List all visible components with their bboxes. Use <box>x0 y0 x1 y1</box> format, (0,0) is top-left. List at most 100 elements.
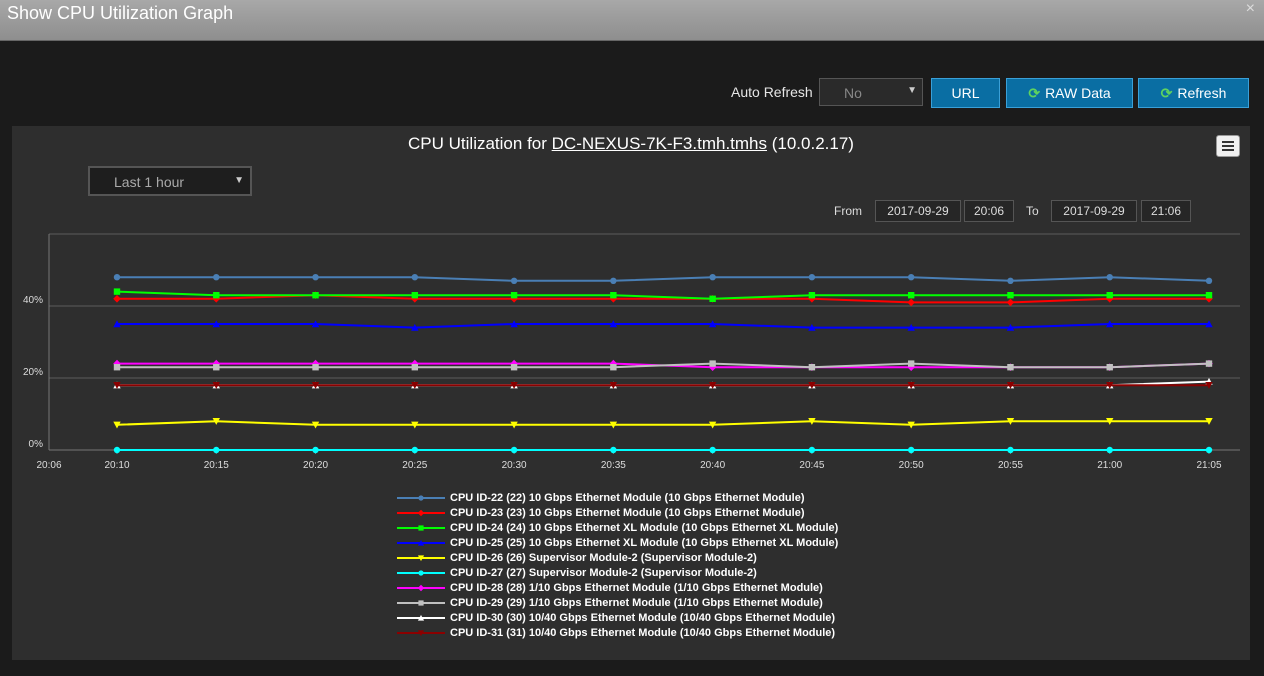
data-point[interactable] <box>610 277 617 284</box>
data-point[interactable] <box>417 539 425 546</box>
legend-item[interactable]: CPU ID-28 (28) 1/10 Gbps Ethernet Module… <box>396 580 838 595</box>
legend-item[interactable]: CPU ID-22 (22) 10 Gbps Ethernet Module (… <box>396 490 838 505</box>
data-point[interactable] <box>1106 418 1114 425</box>
data-point[interactable] <box>113 288 121 295</box>
data-point[interactable] <box>610 446 617 454</box>
auto-refresh-select[interactable]: No ▼ <box>819 78 923 106</box>
data-point[interactable] <box>907 421 915 429</box>
data-point[interactable] <box>808 274 816 281</box>
data-point[interactable] <box>808 418 816 425</box>
data-point[interactable] <box>510 421 518 429</box>
data-point[interactable] <box>709 360 716 367</box>
data-point[interactable] <box>411 364 419 371</box>
data-point[interactable] <box>708 363 717 371</box>
data-point[interactable] <box>1205 277 1213 284</box>
data-point[interactable] <box>113 274 121 281</box>
data-point[interactable] <box>418 569 424 576</box>
data-point[interactable] <box>808 446 816 454</box>
url-button[interactable]: URL <box>931 78 1000 108</box>
data-point[interactable] <box>213 274 220 281</box>
data-point[interactable] <box>212 418 220 425</box>
legend-item[interactable]: CPU ID-24 (24) 10 Gbps Ethernet XL Modul… <box>396 520 838 535</box>
data-point[interactable] <box>417 509 425 516</box>
data-point[interactable] <box>1106 274 1113 281</box>
data-point[interactable] <box>510 292 518 299</box>
data-point[interactable] <box>417 584 425 591</box>
data-point[interactable] <box>1007 277 1014 284</box>
data-point[interactable] <box>709 446 716 454</box>
data-point[interactable] <box>411 295 419 303</box>
data-point[interactable] <box>411 446 419 454</box>
data-point[interactable] <box>213 446 220 454</box>
data-point[interactable] <box>510 320 518 328</box>
data-point[interactable] <box>113 295 121 303</box>
to-time-input[interactable]: 21:06 <box>1141 200 1191 222</box>
data-point[interactable] <box>907 274 915 281</box>
data-point[interactable] <box>1106 446 1113 454</box>
data-point[interactable] <box>907 298 915 307</box>
data-point[interactable] <box>113 364 121 371</box>
data-point[interactable] <box>510 382 518 389</box>
data-point[interactable] <box>417 614 425 621</box>
data-point[interactable] <box>1006 323 1015 331</box>
data-point[interactable] <box>312 274 319 281</box>
data-point[interactable] <box>510 277 518 284</box>
data-point[interactable] <box>312 292 319 299</box>
data-point[interactable] <box>609 295 618 303</box>
data-point[interactable] <box>113 320 121 328</box>
data-point[interactable] <box>907 382 915 389</box>
legend-item[interactable]: CPU ID-26 (26) Supervisor Module-2 (Supe… <box>396 550 838 565</box>
data-point[interactable] <box>411 292 419 299</box>
data-point[interactable] <box>417 629 425 636</box>
data-point[interactable] <box>417 554 425 561</box>
legend-item[interactable]: CPU ID-30 (30) 10/40 Gbps Ethernet Modul… <box>396 610 838 625</box>
data-point[interactable] <box>213 364 220 371</box>
data-point[interactable] <box>1007 292 1014 299</box>
data-point[interactable] <box>1205 320 1213 328</box>
data-point[interactable] <box>1007 446 1014 454</box>
data-point[interactable] <box>212 382 220 389</box>
data-point[interactable] <box>708 421 717 429</box>
data-point[interactable] <box>113 382 121 389</box>
data-point[interactable] <box>418 524 424 531</box>
data-point[interactable] <box>1106 292 1113 299</box>
data-point[interactable] <box>1106 382 1114 389</box>
data-point[interactable] <box>212 295 221 303</box>
data-point[interactable] <box>1205 418 1213 425</box>
data-point[interactable] <box>1106 364 1113 371</box>
legend-item[interactable]: CPU ID-23 (23) 10 Gbps Ethernet Module (… <box>396 505 838 520</box>
data-point[interactable] <box>418 494 424 501</box>
data-point[interactable] <box>1205 295 1213 303</box>
data-point[interactable] <box>709 274 716 281</box>
data-point[interactable] <box>609 359 618 368</box>
data-point[interactable] <box>311 382 320 389</box>
data-point[interactable] <box>609 382 618 389</box>
data-point[interactable] <box>610 364 617 371</box>
data-point[interactable] <box>1205 360 1213 367</box>
data-point[interactable] <box>1007 364 1014 371</box>
data-point[interactable] <box>411 274 419 281</box>
data-point[interactable] <box>1205 446 1213 454</box>
data-point[interactable] <box>907 446 915 454</box>
data-point[interactable] <box>411 323 419 331</box>
data-point[interactable] <box>808 292 816 299</box>
data-point[interactable] <box>312 446 319 454</box>
data-point[interactable] <box>1006 382 1015 389</box>
chart-menu-button[interactable] <box>1216 135 1240 157</box>
data-point[interactable] <box>610 292 617 299</box>
time-range-select[interactable]: Last 1 hour ▼ <box>88 166 252 196</box>
legend-item[interactable]: CPU ID-29 (29) 1/10 Gbps Ethernet Module… <box>396 595 838 610</box>
data-point[interactable] <box>808 323 816 331</box>
data-point[interactable] <box>411 421 419 429</box>
to-date-input[interactable]: 2017-09-29 <box>1051 200 1137 222</box>
device-link[interactable]: DC-NEXUS-7K-F3.tmh.tmhs <box>551 134 768 153</box>
data-point[interactable] <box>311 320 320 328</box>
raw-data-button[interactable]: ⟳ RAW Data <box>1006 78 1133 108</box>
data-point[interactable] <box>213 292 220 299</box>
data-point[interactable] <box>1006 418 1015 425</box>
refresh-button[interactable]: ⟳ Refresh <box>1138 78 1249 108</box>
data-point[interactable] <box>907 323 915 331</box>
data-point[interactable] <box>808 364 816 371</box>
data-point[interactable] <box>510 364 518 371</box>
legend-item[interactable]: CPU ID-25 (25) 10 Gbps Ethernet XL Modul… <box>396 535 838 550</box>
